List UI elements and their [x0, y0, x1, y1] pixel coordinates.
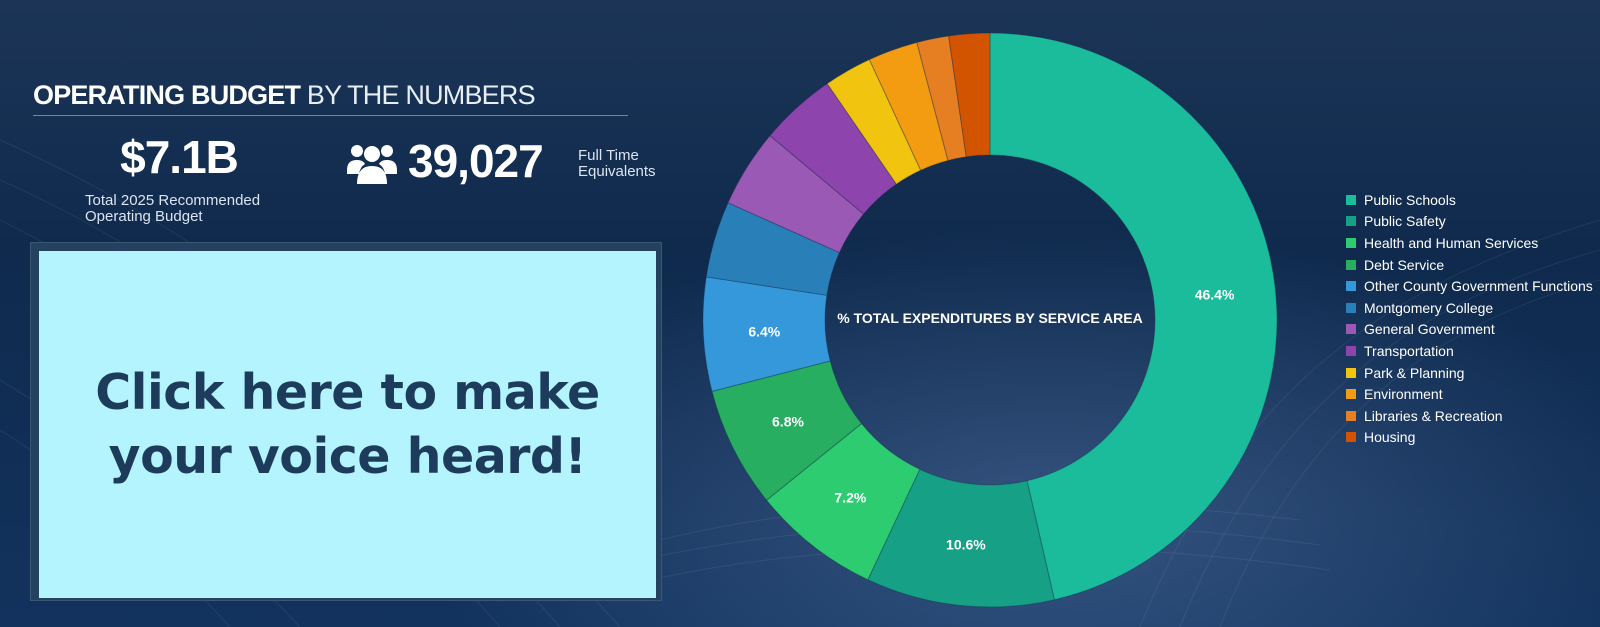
slice-label-debt-service: 6.8% [772, 413, 804, 429]
slice-label-other-county-government-functions: 6.4% [748, 323, 780, 339]
cta-text: Click here to make your voice heard! [68, 361, 628, 489]
budget-label: Total 2025 Recommended Operating Budget [85, 193, 260, 225]
legend-swatch [1346, 432, 1356, 443]
fte-label-line1: Full Time [578, 147, 639, 164]
budget-value: $7.1B [120, 131, 239, 183]
legend-swatch [1346, 345, 1356, 356]
cta-line2: your voice heard! [108, 427, 587, 485]
legend-item-montgomery-college: Montgomery College [1346, 297, 1593, 319]
legend-label: Health and Human Services [1364, 234, 1539, 251]
slice-montgomery-college [705, 202, 841, 296]
legend-item-public-schools: Public Schools [1346, 189, 1593, 211]
slice-public-schools [989, 32, 1278, 601]
legend-label: Park & Planning [1364, 364, 1465, 381]
legend-item-housing: Housing [1346, 427, 1593, 449]
legend-item-debt-service: Debt Service [1346, 254, 1593, 276]
people-group-icon [347, 145, 397, 184]
legend-label: Montgomery College [1364, 299, 1494, 316]
slice-environment [868, 41, 949, 171]
budget-stat: $7.1B [84, 130, 274, 184]
legend-swatch [1346, 237, 1356, 248]
page-title: OPERATING BUDGET BY THE NUMBERS [33, 80, 536, 111]
legend-item-general-government: General Government [1346, 319, 1593, 341]
expenditures-donut-chart: 46.4% 10.6% 7.2% 6.8% 6.4% % TOTAL EXPENDITU… [702, 32, 1278, 608]
legend-swatch [1346, 194, 1356, 205]
legend-label: General Government [1364, 321, 1495, 338]
legend-item-health-and-human-services: Health and Human Services [1346, 232, 1593, 254]
legend-item-environment: Environment [1346, 383, 1593, 405]
legend-swatch [1346, 324, 1356, 335]
fte-label: Full Time Equivalents [578, 148, 656, 180]
make-voice-heard-button[interactable]: Click here to make your voice heard! [39, 251, 656, 598]
legend-label: Public Safety [1364, 213, 1446, 230]
legend-label: Transportation [1364, 342, 1454, 359]
legend-label: Other County Government Functions [1364, 278, 1593, 295]
slice-debt-service [711, 360, 863, 501]
budget-label-line2: Operating Budget [85, 208, 203, 225]
chart-center-title: % TOTAL EXPENDITURES BY SERVICE AREA [837, 310, 1142, 326]
legend-item-transportation: Transportation [1346, 340, 1593, 362]
legend-swatch [1346, 389, 1356, 400]
legend-item-public-safety: Public Safety [1346, 211, 1593, 233]
title-divider [33, 115, 628, 116]
legend-swatch [1346, 259, 1356, 270]
legend-label: Public Schools [1364, 191, 1456, 208]
slice-label-public-schools: 46.4% [1195, 286, 1235, 302]
slice-label-health-and-human-services: 7.2% [834, 490, 866, 506]
title-bold: OPERATING BUDGET [33, 80, 301, 110]
title-light: BY THE NUMBERS [306, 80, 536, 110]
legend-label: Environment [1364, 386, 1443, 403]
slice-label-public-safety: 10.6% [946, 537, 986, 553]
legend-item-other-county-government-functions: Other County Government Functions [1346, 275, 1593, 297]
legend-label: Libraries & Recreation [1364, 407, 1503, 424]
legend-item-libraries-and-recreation: Libraries & Recreation [1346, 405, 1593, 427]
budget-label-line1: Total 2025 Recommended [85, 192, 261, 209]
legend-swatch [1346, 367, 1356, 378]
legend-swatch [1346, 410, 1356, 421]
slice-public-safety [867, 468, 1055, 608]
chart-legend: Public Schools Public Safety Health and Hu… [1346, 189, 1593, 448]
fte-value: 39,027 [408, 135, 544, 187]
slice-housing [948, 32, 991, 158]
legend-swatch [1346, 302, 1356, 313]
slice-health-and-human-services [765, 422, 921, 581]
fte-label-line2: Equivalents [578, 163, 656, 180]
legend-item-park-and-planning: Park & Planning [1346, 362, 1593, 384]
slice-libraries-and-recreation [916, 35, 967, 162]
legend-swatch [1346, 216, 1356, 227]
legend-swatch [1346, 281, 1356, 292]
cta-line1: Click here to make [95, 363, 600, 421]
legend-label: Housing [1364, 429, 1416, 446]
legend-label: Debt Service [1364, 256, 1445, 273]
